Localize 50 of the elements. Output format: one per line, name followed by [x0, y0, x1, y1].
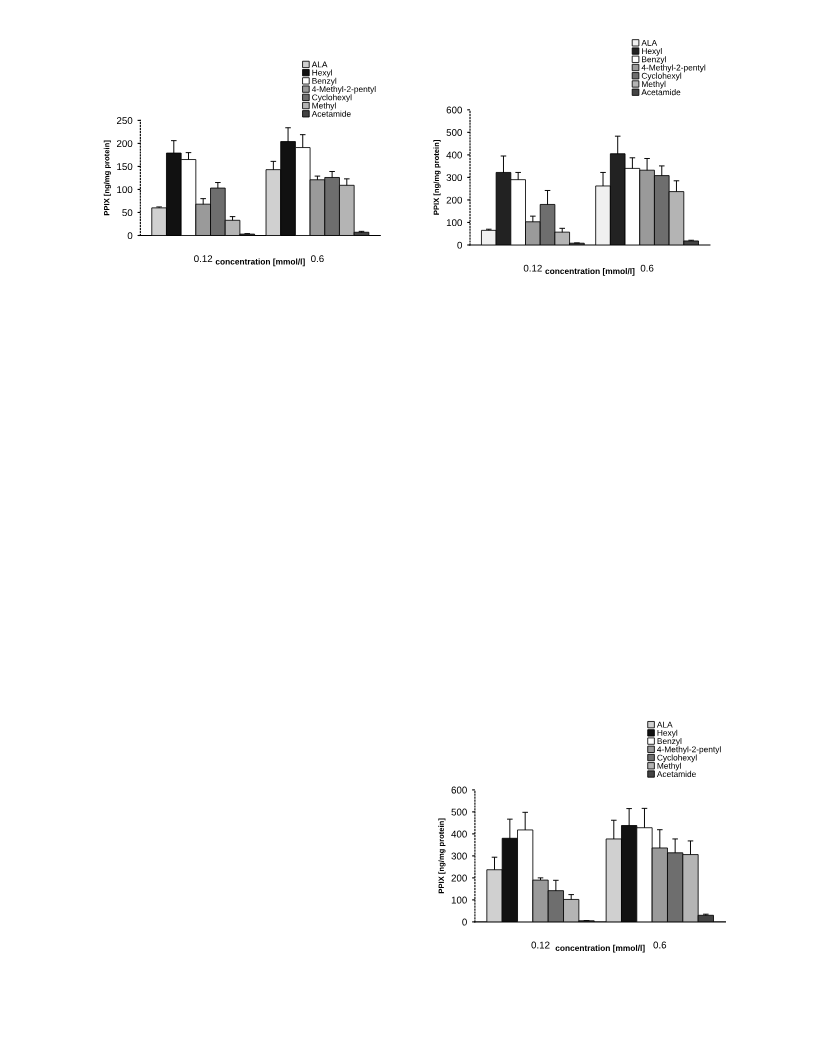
- x-tick-label: 0.6: [640, 264, 654, 272]
- legend-label: Hexyl: [312, 69, 332, 78]
- y-tick-label: 500: [446, 129, 462, 136]
- y-tick-label: 200: [451, 874, 467, 882]
- y-tick-label: 200: [116, 140, 133, 148]
- legend-label: Benzyl: [312, 77, 337, 86]
- y-tick-label: 0: [127, 232, 133, 240]
- y-tick-label: 600: [451, 786, 467, 794]
- y-tick-label: 0: [457, 241, 462, 249]
- x-tick-label: 0.12: [523, 264, 542, 272]
- y-tick-label: 300: [446, 174, 462, 182]
- legend-label: 4-Methyl-2-pentyl: [311, 85, 376, 94]
- legend-label: 4-Methyl-2-pentyl: [641, 64, 706, 73]
- legend-label: ALA: [641, 40, 658, 46]
- legend-label: Methyl: [642, 80, 666, 89]
- legend-label: Hexyl: [642, 47, 662, 56]
- y-tick-label: 300: [451, 852, 467, 860]
- legend-label: Methyl: [657, 762, 681, 771]
- x-tick-label: 0.12: [531, 941, 550, 949]
- legend-label: Benzyl: [642, 56, 666, 64]
- y-tick-label: 100: [451, 896, 467, 904]
- y-tick-label: 600: [446, 106, 462, 114]
- legend-label: 4-Methyl-2-pentyl: [657, 746, 721, 754]
- legend-label: Benzyl: [657, 737, 682, 746]
- x-tick-label: 0.6: [311, 255, 324, 263]
- y-tick-label: 400: [446, 151, 462, 159]
- y-tick-label: 200: [446, 196, 462, 204]
- x-tick-label: 0.6: [653, 941, 667, 949]
- y-tick-label: 400: [451, 830, 467, 838]
- x-axis-title: concentration [mmol/l]: [215, 258, 305, 267]
- legend-label: Cyclohexyl: [641, 72, 682, 81]
- y-tick-label: 500: [451, 808, 467, 816]
- legend-label: Acetamide: [656, 770, 696, 777]
- y-tick-label: 0: [462, 918, 467, 926]
- y-tick-label: 250: [116, 117, 133, 124]
- y-tick-label: 100: [117, 186, 133, 194]
- legend-label: Acetamide: [311, 110, 351, 117]
- legend-label: ALA: [311, 61, 328, 68]
- y-tick-label: 50: [122, 209, 133, 217]
- y-tick-label: 150: [117, 163, 133, 171]
- legend-label: ALA: [656, 721, 673, 728]
- x-axis-title: concentration [mmol/l]: [545, 267, 635, 276]
- legend-label: Cyclohexyl: [657, 754, 697, 763]
- x-axis-title: concentration [mmol/l]: [555, 944, 645, 953]
- legend-label: Hexyl: [657, 729, 678, 738]
- y-tick-label: 100: [446, 219, 462, 227]
- legend-label: Cyclohexyl: [312, 94, 352, 102]
- x-tick-label: 0.12: [194, 255, 213, 263]
- legend-label: Acetamide: [641, 89, 681, 96]
- legend-label: Methyl: [312, 102, 336, 111]
